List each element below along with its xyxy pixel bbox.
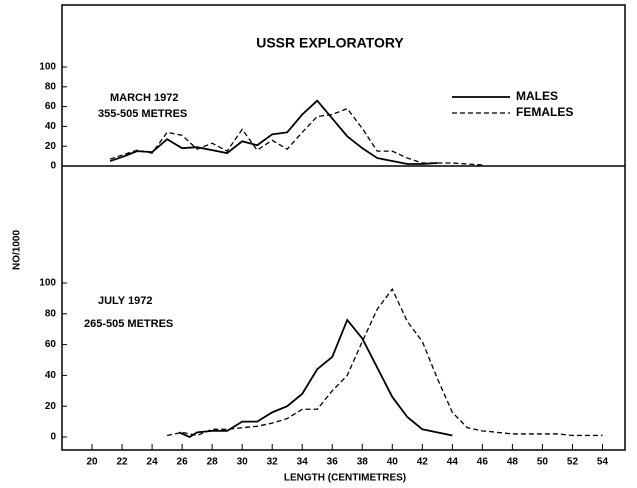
x-tick-label: 28	[207, 457, 219, 468]
x-tick-label: 54	[597, 457, 609, 468]
plot-frame	[61, 4, 626, 451]
x-tick-label: 46	[477, 457, 489, 468]
x-tick-label: 26	[177, 457, 189, 468]
x-tick-label: 48	[507, 457, 519, 468]
y-tick-label: 20	[45, 401, 57, 412]
x-tick-label: 44	[447, 457, 459, 468]
series-line	[178, 318, 453, 439]
x-tick-label: 42	[417, 457, 429, 468]
x-tick-label: 20	[86, 457, 98, 468]
x-tick-label: 32	[267, 457, 279, 468]
annotation: MARCH 1972	[110, 92, 178, 104]
x-tick-label: 34	[297, 457, 309, 468]
series-line	[109, 99, 438, 165]
y-tick-label: 0	[50, 432, 56, 443]
y-tick-label: 40	[45, 121, 57, 132]
annotation: 355-505 METRES	[98, 108, 187, 120]
y-tick-label: 20	[45, 141, 57, 152]
x-tick-label: 50	[537, 457, 549, 468]
legend-label: MALES	[516, 89, 558, 103]
y-tick-label: 60	[45, 101, 57, 112]
y-axis-label: NO/1000	[12, 230, 23, 270]
x-tick-label: 40	[387, 457, 399, 468]
x-tick-label: 24	[147, 457, 159, 468]
y-tick-label: 40	[45, 370, 57, 381]
x-tick-label: 22	[116, 457, 128, 468]
x-axis-label: LENGTH (CENTIMETRES)	[284, 473, 406, 484]
y-tick-label: 80	[45, 81, 57, 92]
x-tick-label: 38	[357, 457, 369, 468]
x-tick-label: 36	[327, 457, 339, 468]
x-tick-label: 52	[567, 457, 579, 468]
series-line	[166, 287, 603, 437]
y-tick-label: 0	[50, 161, 56, 172]
annotation: JULY 1972	[98, 295, 152, 307]
legend-label: FEMALES	[516, 105, 573, 119]
chart-title: USSR EXPLORATORY	[256, 35, 404, 51]
x-tick-label: 30	[237, 457, 249, 468]
y-tick-label: 100	[39, 62, 56, 73]
annotation: 265-505 METRES	[84, 318, 173, 330]
y-tick-label: 60	[45, 339, 57, 350]
y-tick-label: 80	[45, 308, 57, 319]
y-tick-label: 100	[39, 278, 56, 289]
